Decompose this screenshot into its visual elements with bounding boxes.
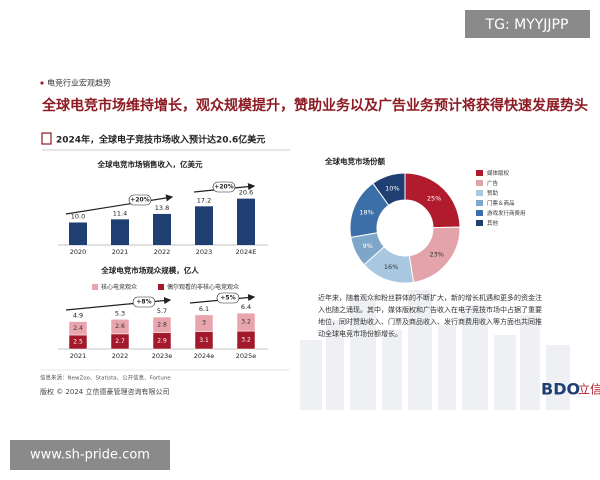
section: 电竞行业宏观趋势 xyxy=(47,78,111,88)
legend-swatch xyxy=(476,200,483,206)
copyright: 版权 © 2024 立信德豪管理咨询有限公司 xyxy=(40,387,170,396)
url-box xyxy=(10,440,170,470)
growth-box xyxy=(216,292,240,304)
footer-url: www.sh-pride.com xyxy=(30,448,150,463)
growth-box xyxy=(212,181,236,193)
watermark: TG: MYYJJPP xyxy=(485,17,569,33)
x-tick-label: 2025e xyxy=(236,352,257,360)
total-label: 6.1 xyxy=(199,305,209,313)
total-label: 5.7 xyxy=(157,307,167,315)
x-tick-label: 2022 xyxy=(112,352,129,360)
skyline xyxy=(300,290,570,410)
x-tick-label: 2023e xyxy=(152,352,173,360)
value-label: 2.9 xyxy=(157,337,167,344)
growth-box xyxy=(132,296,156,308)
bar xyxy=(153,213,171,245)
watermark-box xyxy=(465,10,590,38)
clipboard-icon xyxy=(41,132,52,145)
chart-title: 全球电竞市场份额 xyxy=(324,156,385,166)
total-label: 4.9 xyxy=(73,312,83,320)
growth-label: +8% xyxy=(136,299,151,306)
x-tick-label: 2024E xyxy=(236,248,257,256)
headline: 全球电竞市场维持增长，观众规模提升，赞助业务以及广告业务预计将获得快速发展势头 xyxy=(41,97,588,114)
bar xyxy=(195,206,213,245)
total-label: 5.3 xyxy=(115,309,125,317)
bullet xyxy=(40,81,44,85)
slice-label: 16% xyxy=(384,263,398,271)
growth-arrow xyxy=(65,194,174,215)
x-tick-label: 2020 xyxy=(70,248,87,256)
total-label: 6.4 xyxy=(241,303,251,311)
bar xyxy=(69,222,87,245)
growth-box xyxy=(128,194,152,206)
legend-label: 广告 xyxy=(487,179,499,187)
legend-label: 核心电竞观众 xyxy=(101,283,137,291)
legend-swatch xyxy=(476,170,483,176)
slice-label: 10% xyxy=(385,184,399,192)
slice-label: 18% xyxy=(359,208,373,216)
value-label: 2.6 xyxy=(115,323,125,330)
value-label: 3 xyxy=(202,320,206,327)
value-label: 3.1 xyxy=(199,337,209,344)
value-label: 10.0 xyxy=(71,213,85,221)
legend-swatch xyxy=(476,210,483,216)
source: 信息来源：NewZoo、Statista、公开信息、Fortune xyxy=(40,374,171,382)
paragraph: 近年来，随着观众和粉丝群体的不断扩大，新的增长机遇和更多的资金注入也随之涌现。其… xyxy=(318,294,542,338)
logo: BDO xyxy=(541,380,580,399)
value-label: 3.2 xyxy=(241,337,251,344)
chart-title: 全球电竞市场销售收入，亿美元 xyxy=(97,159,203,169)
bar xyxy=(111,219,129,245)
bar-segment xyxy=(152,316,172,334)
legend-swatch xyxy=(92,284,98,290)
legend-swatch xyxy=(476,190,483,196)
value-label: 2.8 xyxy=(157,321,167,328)
x-tick-label: 2021 xyxy=(70,352,87,360)
chart-title: 全球电竞市场观众规模，亿人 xyxy=(100,265,199,275)
x-tick-label: 2023 xyxy=(196,248,213,256)
slice-label: 23% xyxy=(430,251,444,259)
legend-label: 偶尔观看的非核心电竞观众 xyxy=(167,283,239,291)
value-label: 20.6 xyxy=(239,189,253,197)
x-tick-label: 2024e xyxy=(194,352,215,360)
legend-label: 媒体版权 xyxy=(487,169,510,177)
value-label: 13.8 xyxy=(155,204,169,212)
value-label: 2.4 xyxy=(73,325,83,332)
subheadline: 2024年，全球电子竞技市场收入预计达20.6亿美元 xyxy=(56,134,265,146)
value-label: 11.4 xyxy=(113,209,127,217)
legend-swatch xyxy=(158,284,164,290)
legend-label: 其他 xyxy=(487,219,499,227)
legend-label: 赞助 xyxy=(487,189,499,197)
value-label: 2.7 xyxy=(115,338,125,345)
slice-label: 9% xyxy=(362,242,372,250)
logo-cn: 立信 xyxy=(578,382,600,397)
slice-label: 25% xyxy=(427,194,441,202)
donut-slice xyxy=(372,172,406,206)
bar-segment xyxy=(236,312,256,332)
bar-segment xyxy=(110,319,130,335)
growth-label: +5% xyxy=(220,295,235,302)
value-label: 17.2 xyxy=(197,196,211,204)
legend-label: 游戏发行商费用 xyxy=(487,209,526,217)
value-label: 2.5 xyxy=(73,339,83,346)
legend-swatch xyxy=(476,220,483,226)
value-label: 3.2 xyxy=(241,319,251,326)
x-tick-label: 2022 xyxy=(154,248,171,256)
x-tick-label: 2021 xyxy=(112,248,129,256)
bar-segment xyxy=(68,321,88,336)
growth-label: +20% xyxy=(214,184,233,191)
legend-swatch xyxy=(476,180,483,186)
legend-label: 门票＆商品 xyxy=(487,199,515,207)
bar-segment xyxy=(194,314,214,332)
growth-label: +20% xyxy=(130,197,149,204)
bar xyxy=(237,198,255,245)
